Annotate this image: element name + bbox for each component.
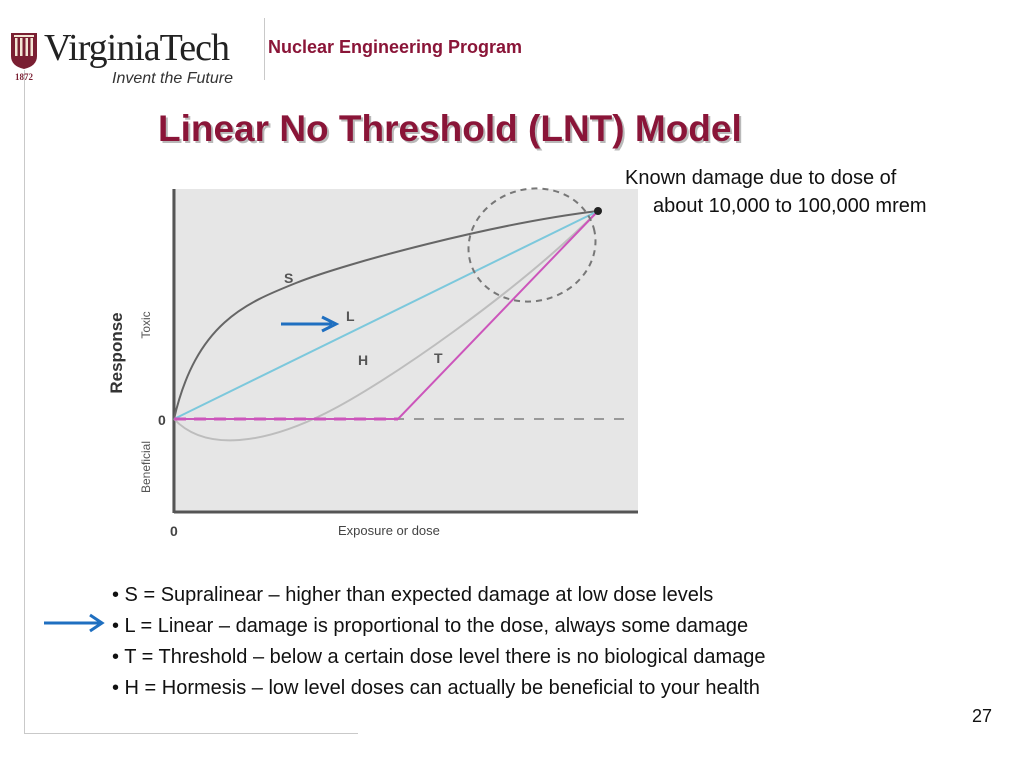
linear-curve xyxy=(173,210,599,420)
bullet-threshold: • T = Threshold – below a certain dose l… xyxy=(112,646,766,668)
logo-wordmark: VirginiaTech xyxy=(44,27,230,69)
bullet-linear: • L = Linear – damage is proportional to… xyxy=(112,615,749,637)
x-axis-label: Exposure or dose xyxy=(338,523,440,538)
shield-icon xyxy=(11,33,37,69)
y-beneficial-label: Beneficial xyxy=(139,441,153,493)
model-definitions-list: • S = Supralinear – higher than expected… xyxy=(112,580,766,704)
label-t: T xyxy=(434,350,443,366)
bottom-border-line xyxy=(24,733,358,734)
hormesis-curve xyxy=(173,210,599,442)
bullet-supralinear: • S = Supralinear – higher than expected… xyxy=(112,584,714,606)
supralinear-curve xyxy=(173,210,599,420)
label-h: H xyxy=(358,352,368,368)
x-zero-label: 0 xyxy=(170,523,178,539)
label-s: S xyxy=(284,270,293,286)
logo-year: 1872 xyxy=(15,72,33,82)
page-number: 27 xyxy=(972,706,993,726)
y-toxic-label: Toxic xyxy=(139,311,153,338)
endpoint-marker xyxy=(594,207,602,215)
y-zero-label: 0 xyxy=(158,412,166,428)
linear-pointer-arrow-head xyxy=(321,315,340,333)
left-border-line xyxy=(24,70,25,733)
known-damage-annotation: Known damage due to dose of about 10,000… xyxy=(625,164,927,220)
annotation-line-1: Known damage due to dose of xyxy=(625,167,897,189)
program-name: Nuclear Engineering Program xyxy=(268,37,523,57)
linear-bullet-arrow-icon xyxy=(44,613,105,633)
dose-response-diagram: S L H T 0 0 Exposure or dose Response To… xyxy=(107,187,638,539)
known-damage-ellipse xyxy=(467,187,597,303)
label-l: L xyxy=(346,308,355,324)
y-axis-label: Response xyxy=(107,312,126,393)
logo-separator xyxy=(264,18,265,80)
logo-tagline: Invent the Future xyxy=(112,70,233,87)
virginia-tech-logo: 1872 VirginiaTech Invent the Future xyxy=(8,26,258,90)
plot-background xyxy=(172,189,638,513)
bullet-hormesis: • H = Hormesis – low level doses can act… xyxy=(112,677,760,699)
slide-title: Linear No Threshold (LNT) Model xyxy=(158,108,742,149)
annotation-line-2: about 10,000 to 100,000 mrem xyxy=(653,195,927,217)
